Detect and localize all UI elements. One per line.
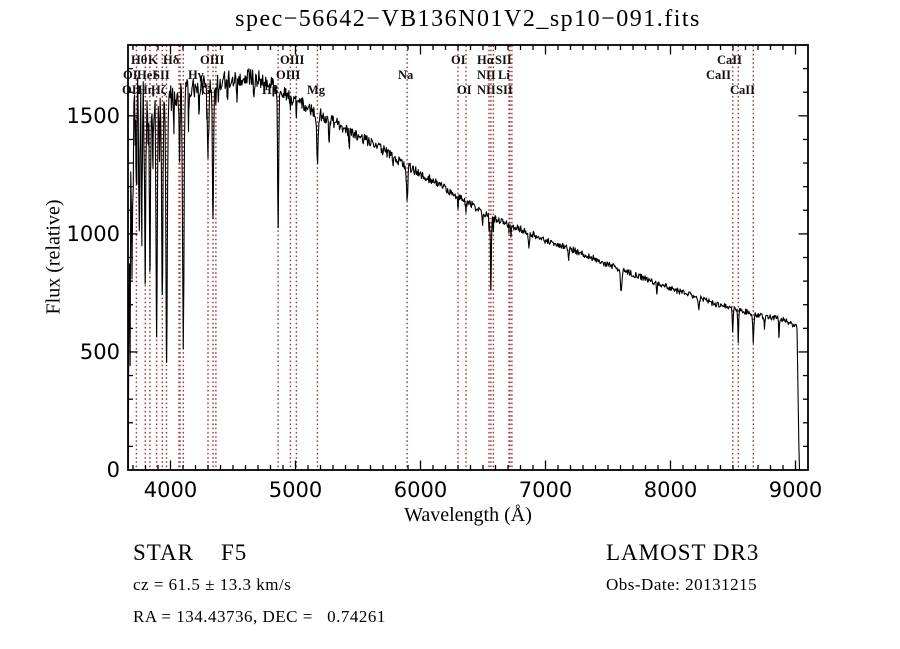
spectrum-path	[127, 68, 801, 470]
spectral-line-label: OIII	[200, 53, 224, 67]
spectral-line-label: Hη	[138, 83, 155, 97]
spectral-line-label: SII	[496, 83, 513, 97]
x-tick-label: 8000	[644, 478, 697, 502]
y-tick-label: 0	[107, 458, 120, 482]
x-tick-label: 6000	[394, 478, 447, 502]
x-tick-label: 5000	[269, 478, 322, 502]
spectral-line-label: Hθ	[131, 53, 147, 67]
spectral-line-label: HeI	[137, 68, 157, 82]
y-tick-label: 1500	[67, 104, 120, 128]
spectral-line-label: SII	[495, 53, 512, 67]
spectral-line-label: K	[148, 53, 158, 67]
spectral-line-label: NII	[477, 83, 496, 97]
spectral-line-label: Li	[498, 68, 510, 82]
y-axis-title: Flux (relative)	[42, 199, 65, 315]
spectral-line-label: Na	[398, 68, 414, 82]
spectral-line-label: OIII	[276, 68, 300, 82]
radec-text: RA = 134.43736, DEC = 0.74261	[133, 607, 386, 626]
y-tick-label: 1000	[67, 222, 120, 246]
spectral-line-label: Mg	[307, 83, 326, 97]
x-tick-label: 4000	[144, 478, 197, 502]
spectral-line-label: CaII	[706, 68, 731, 82]
spectral-line-label: OI	[457, 83, 472, 97]
plot-frame	[127, 44, 809, 471]
obsdate-text: Obs-Date: 20131215	[606, 575, 758, 594]
spectral-line-label: CaII	[717, 53, 742, 67]
spectral-line-label: NII	[477, 68, 496, 82]
survey-text: LAMOST DR3	[606, 540, 760, 565]
spectral-line-label: Hζ	[151, 83, 167, 97]
cz-text: cz = 61.5 ± 13.3 km/s	[133, 575, 292, 594]
x-axis-title: Wavelength (Å)	[404, 504, 532, 526]
spectral-line-label: Hγ	[188, 68, 204, 82]
spectral-line-label: Hα	[477, 53, 494, 67]
x-tick-label: 9000	[769, 478, 822, 502]
y-tick-label: 500	[80, 340, 120, 364]
spectral-line-label: OII	[122, 83, 142, 97]
plot-title: spec−56642−VB136N01V2_sp10−091.fits	[235, 6, 701, 32]
spectral-line-label: CaII	[730, 83, 755, 97]
object-class-text: STAR F5	[133, 540, 248, 565]
spectral-line-label: OI	[123, 68, 138, 82]
spectral-line-label: SII	[153, 68, 170, 82]
x-tick-label: 7000	[519, 478, 572, 502]
spectral-line-label: OIII	[280, 53, 304, 67]
spectral-line-label: Hδ	[163, 53, 180, 67]
spectral-line-label: OI	[451, 53, 466, 67]
